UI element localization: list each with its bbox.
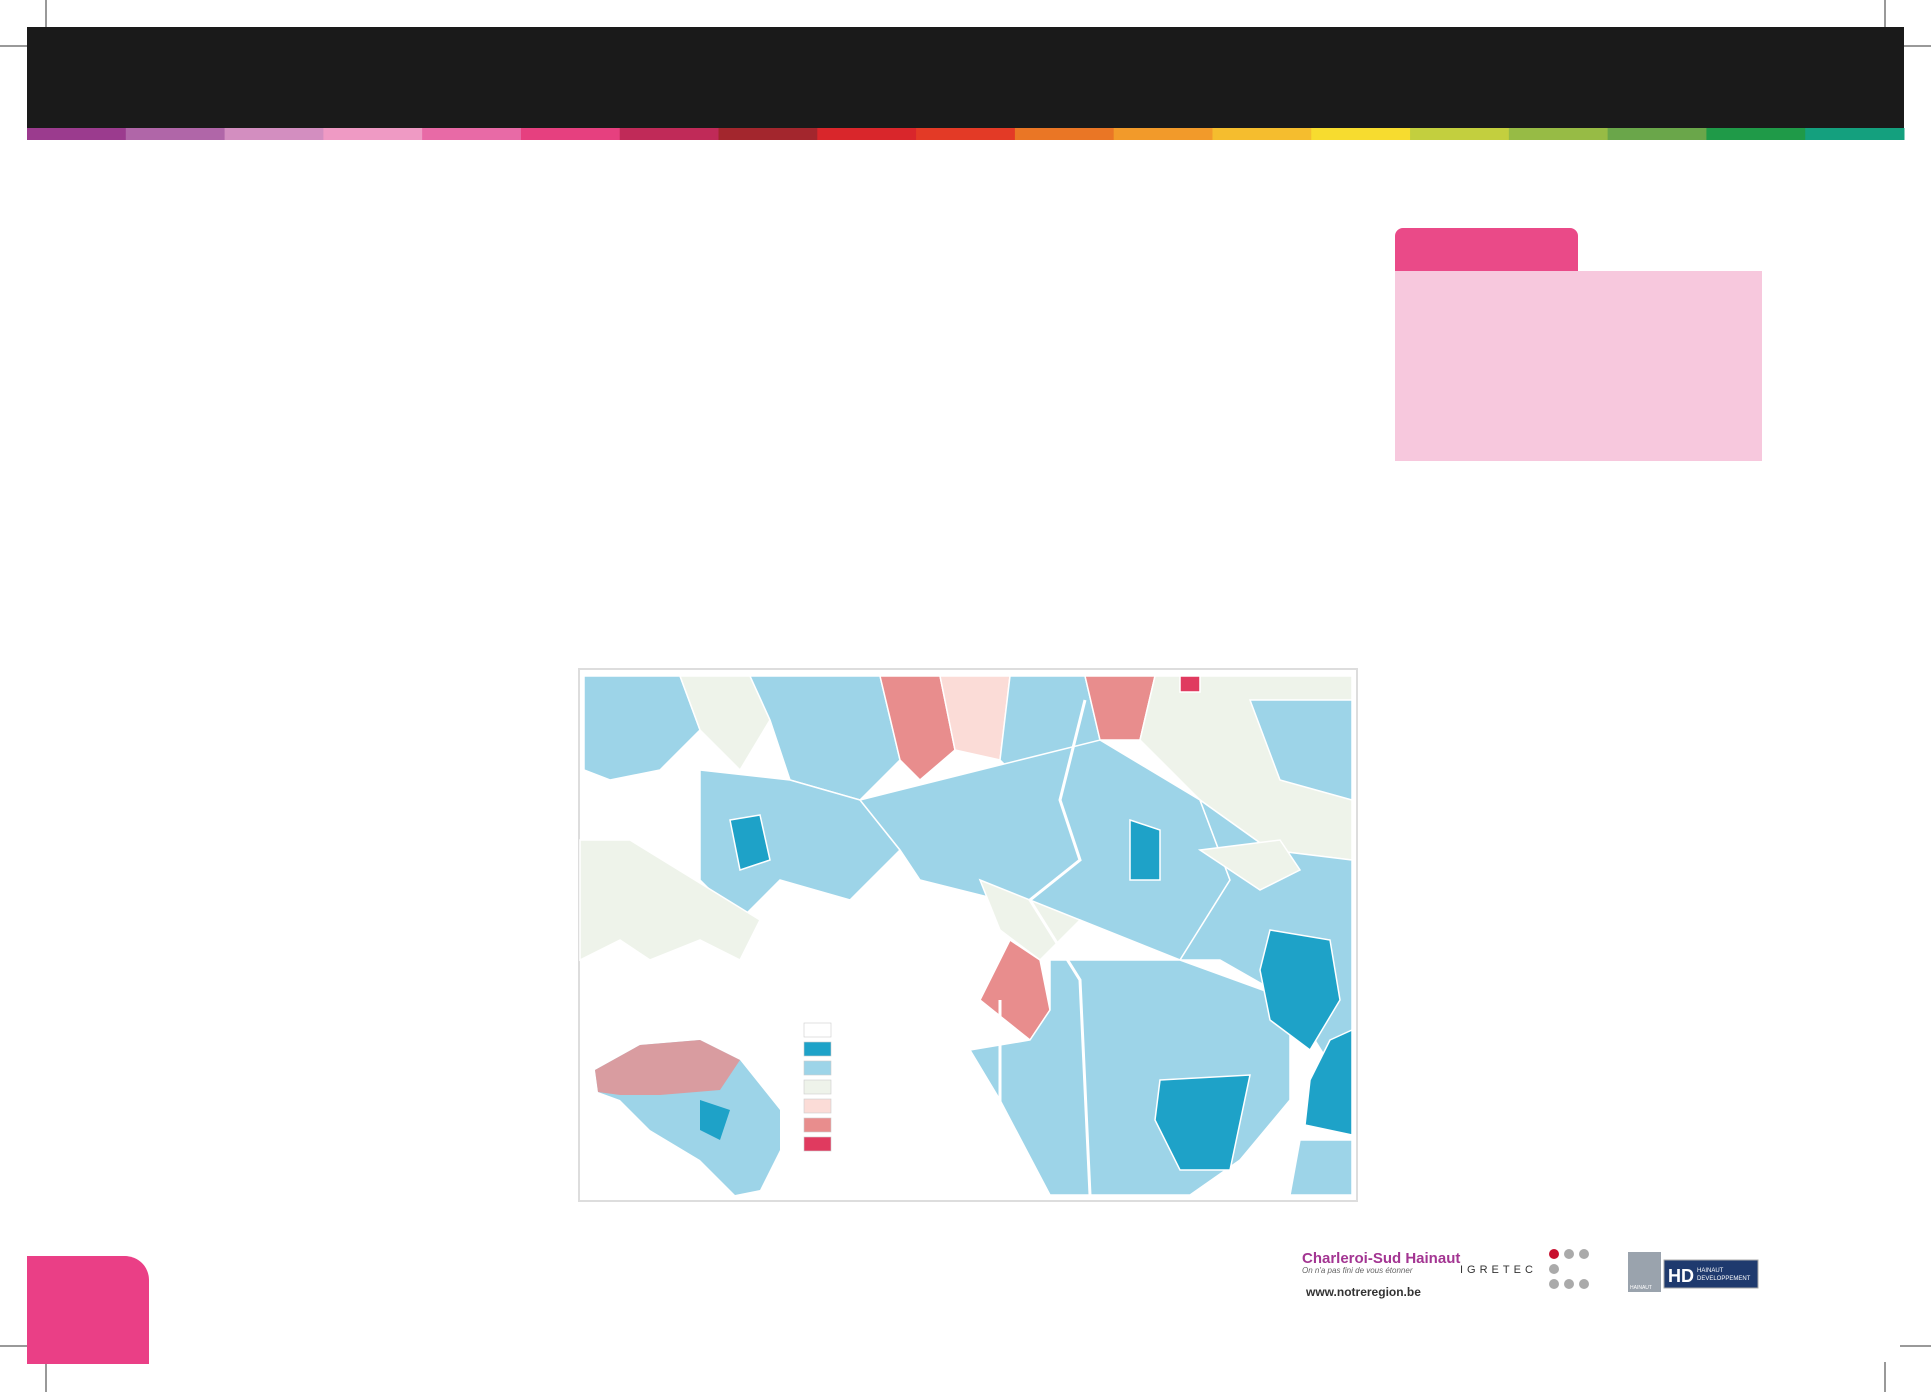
igretec-dots: [1549, 1249, 1589, 1289]
logo-hd-name: HAINAUT: [1697, 1268, 1724, 1274]
stripe-segment: [718, 128, 818, 140]
stripe-segment: [619, 128, 720, 140]
stripe-segment: [916, 128, 1016, 140]
page-tab: [27, 1256, 149, 1364]
logo-province-text: HAINAUT: [1630, 1285, 1652, 1291]
stripe-segment: [1113, 128, 1213, 140]
map: [579, 675, 1353, 1196]
stripe-segment: [1508, 128, 1609, 140]
stripe-segment: [520, 128, 621, 140]
stripe-segment: [1311, 128, 1411, 140]
logo-hd-mark: HD: [1668, 1266, 1694, 1286]
logo-igretec: IGRETEC: [1460, 1264, 1537, 1276]
stripe-segment: [1212, 128, 1312, 140]
stripe-segment: [323, 128, 423, 140]
stripe-segment: [1014, 128, 1115, 140]
map-legend: [803, 1022, 832, 1152]
logo-hd-subtitle: DEVELOPPEMENT: [1697, 1276, 1751, 1282]
info-box: [1395, 271, 1762, 461]
stripe-segment: [27, 128, 127, 140]
logo-url: www.notreregion.be: [1305, 1285, 1421, 1299]
color-stripe: [27, 128, 1905, 140]
logo-hd: [1663, 1259, 1759, 1289]
stripe-segment: [224, 128, 324, 140]
stripe-segment: [1410, 128, 1510, 140]
stripe-segment: [1805, 128, 1905, 140]
stripe-segment: [1706, 128, 1806, 140]
stripe-segment: [125, 128, 226, 140]
stripe-segment: [817, 128, 917, 140]
logo-province: [1628, 1252, 1661, 1292]
header-band: [27, 27, 1904, 128]
box-tab: [1395, 228, 1578, 271]
stripe-segment: [422, 128, 522, 140]
logo-tagline: On n'a pas fini de vous étonner: [1302, 1266, 1413, 1275]
stripe-segment: [1607, 128, 1707, 140]
logo-charleroi: Charleroi-Sud Hainaut: [1302, 1250, 1460, 1267]
